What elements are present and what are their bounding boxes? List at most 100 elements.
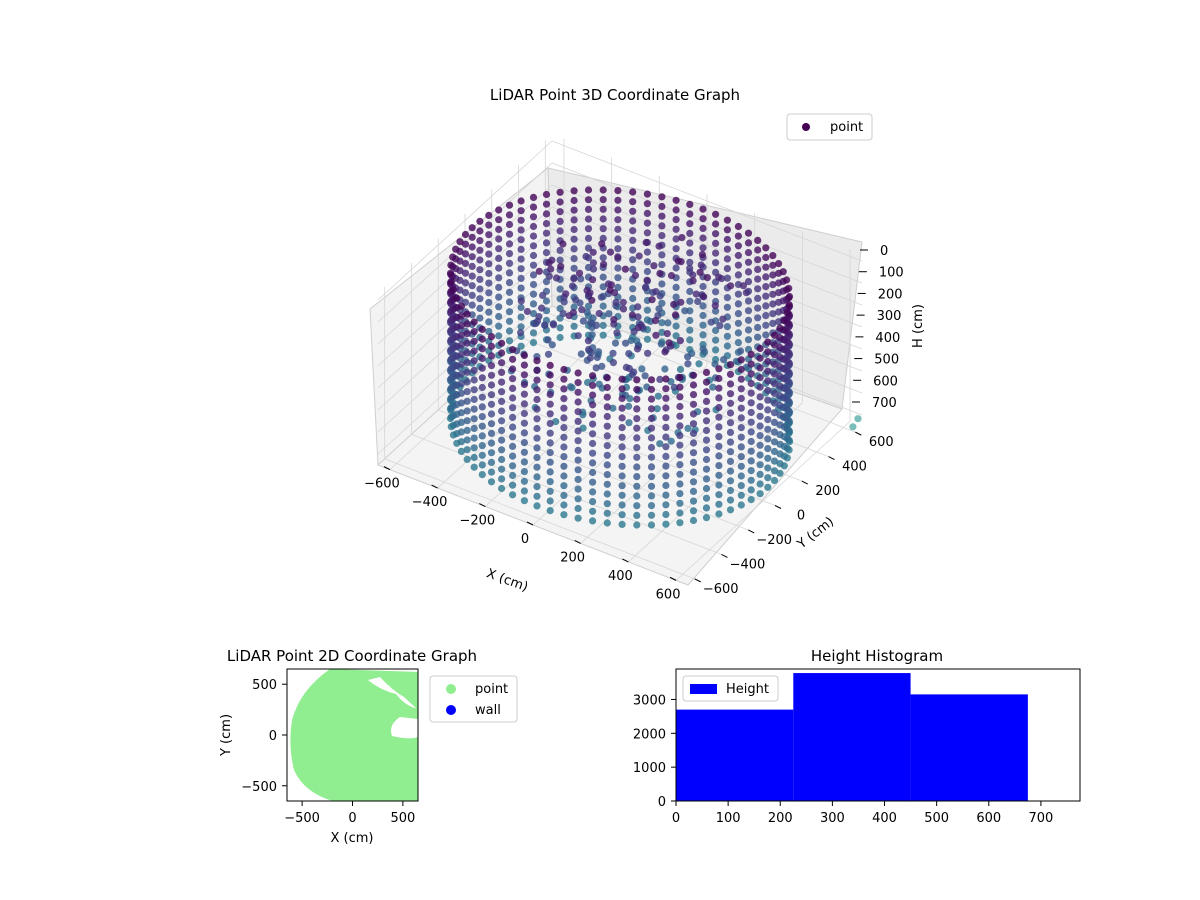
scatter3d-gridline xyxy=(518,336,829,457)
scatter3d-point xyxy=(529,232,538,240)
scatter3d-point xyxy=(658,212,666,220)
scatter3d-point xyxy=(686,336,694,344)
scatter3d-point xyxy=(609,359,618,367)
scatter3d-point xyxy=(647,521,656,529)
scatter3d-point xyxy=(747,437,755,446)
scatter2d-legend-marker-wall xyxy=(446,705,456,715)
scatter3d-point xyxy=(744,297,753,305)
scatter3d-point xyxy=(476,237,484,245)
scatter3d-point xyxy=(520,419,529,427)
scatter3d-point xyxy=(672,206,680,214)
scatter3d-point xyxy=(629,246,637,254)
scatter3d-point xyxy=(468,253,476,261)
scatter3d-point xyxy=(764,396,772,404)
scatter3d-point xyxy=(629,256,637,264)
scatter3d-point xyxy=(662,472,670,480)
scatter3d-point xyxy=(517,265,525,273)
scatter3d-point xyxy=(715,510,723,518)
scatter3d-point xyxy=(684,360,692,368)
scatter3d-point xyxy=(686,307,694,315)
scatter3d-point xyxy=(647,376,656,384)
scatter3d-point xyxy=(570,255,578,263)
scatter3d-point xyxy=(498,407,506,415)
scatter3d-point xyxy=(517,342,525,350)
scatter3d-point xyxy=(478,383,486,392)
scatter3d-point xyxy=(463,368,471,376)
scatter3d-point xyxy=(560,404,568,412)
scatter3d-point xyxy=(574,332,582,340)
scatter3d-point xyxy=(470,463,478,471)
scatter3d-point xyxy=(658,251,666,259)
scatter3d-point xyxy=(695,360,703,368)
scatter3d-point xyxy=(567,383,575,391)
scatter3d-point xyxy=(747,486,755,494)
scatter3d-point xyxy=(463,417,471,425)
scatter3d-point xyxy=(635,252,643,260)
scatter3d-point xyxy=(699,321,707,329)
scatter3d-point xyxy=(715,384,723,392)
scatter3d-point xyxy=(508,384,517,392)
scatter3d-point xyxy=(457,438,465,446)
scatter3d-point xyxy=(498,446,506,454)
scatter3d-point xyxy=(715,394,723,402)
scatter3d-point xyxy=(618,404,626,412)
scatter3d-point xyxy=(652,331,660,339)
scatter3d-point xyxy=(702,397,711,405)
scatter3d-point xyxy=(769,281,777,289)
scatter3d-point xyxy=(520,497,529,505)
scatter3d-x-tick xyxy=(431,484,438,489)
scatter3d-point xyxy=(508,491,517,499)
scatter3d-point xyxy=(769,252,777,260)
scatter3d-point xyxy=(605,310,613,318)
scatter3d-point xyxy=(529,310,538,318)
scatter3d-point xyxy=(643,248,652,256)
scatter3d-point xyxy=(744,278,753,286)
scatter3d-point xyxy=(776,450,784,458)
scatter3d-point xyxy=(570,235,578,243)
scatter3d-point xyxy=(478,442,486,450)
scatter3d-point xyxy=(487,391,496,399)
scatter3d-point xyxy=(614,283,622,291)
scatter3d-point xyxy=(574,466,582,474)
scatter3d-point xyxy=(726,409,735,417)
scatter3d-point xyxy=(603,519,611,527)
scatter3d-point xyxy=(575,269,584,277)
scatter3d-point xyxy=(744,307,753,315)
scatter3d-point xyxy=(622,339,630,347)
scatter3d-point xyxy=(647,414,656,423)
scatter3d-point xyxy=(487,371,496,379)
scatter3d-point xyxy=(517,216,525,224)
scatter3d-point xyxy=(764,348,772,356)
scatter3d-point xyxy=(700,293,708,301)
scatter3d-point xyxy=(461,259,470,268)
scatter3d-point xyxy=(552,274,561,282)
scatter3d-point xyxy=(658,202,666,211)
scatter3d-point xyxy=(686,287,694,296)
scatter3d-point xyxy=(762,292,770,300)
scatter3d-gridline xyxy=(551,250,863,372)
scatter3d-point xyxy=(647,443,656,452)
scatter3d-point xyxy=(715,273,723,281)
scatter3d-point xyxy=(599,205,607,213)
scatter3d-point xyxy=(769,271,777,279)
scatter3d-point xyxy=(776,401,784,410)
scatter3d-point xyxy=(672,216,680,224)
scatter3d-point xyxy=(560,424,568,432)
scatter3d-point xyxy=(737,356,745,364)
scatter3d-point xyxy=(633,395,641,403)
scatter3d-point xyxy=(764,483,772,491)
scatter3d-point xyxy=(737,414,745,422)
scatter3d-point xyxy=(756,470,764,478)
scatter3d-point xyxy=(699,244,707,252)
scatter3d-point xyxy=(734,339,743,347)
scatter3d-point xyxy=(667,437,675,445)
scatter3d-point xyxy=(737,462,745,470)
scatter3d-point xyxy=(662,443,670,451)
scatter3d-point xyxy=(762,263,770,271)
scatter3d-point xyxy=(642,238,650,247)
scatter3d-point xyxy=(498,378,506,386)
scatter3d-point xyxy=(468,262,476,270)
scatter3d-point xyxy=(676,432,684,440)
scatter3d-point xyxy=(737,394,745,403)
scatter3d-point xyxy=(603,383,611,392)
